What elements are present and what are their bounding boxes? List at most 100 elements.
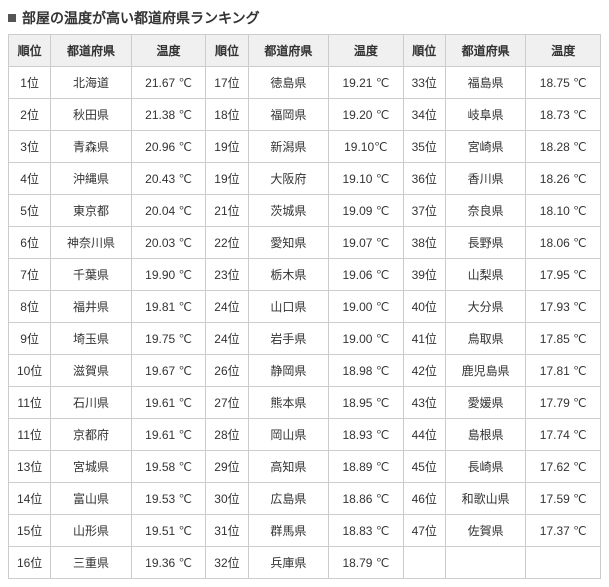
cell-pref: 新潟県	[248, 131, 329, 163]
cell-pref: 愛知県	[248, 227, 329, 259]
col-header-pref: 都道府県	[445, 35, 526, 67]
cell-temp: 19.90 ℃	[131, 259, 206, 291]
cell-rank: 24位	[206, 323, 248, 355]
cell-rank: 46位	[403, 483, 445, 515]
cell-rank: 38位	[403, 227, 445, 259]
cell-pref: 群馬県	[248, 515, 329, 547]
table-row: 3位青森県20.96 ℃19位新潟県19.10℃35位宮崎県18.28 ℃	[9, 131, 601, 163]
cell-temp: 19.06 ℃	[329, 259, 404, 291]
cell-pref: 熊本県	[248, 387, 329, 419]
table-row: 4位沖縄県20.43 ℃19位大阪府19.10 ℃36位香川県18.26 ℃	[9, 163, 601, 195]
cell-rank: 40位	[403, 291, 445, 323]
cell-pref: 北海道	[51, 67, 132, 99]
col-header-rank: 順位	[9, 35, 51, 67]
cell-pref: 山口県	[248, 291, 329, 323]
cell-rank: 33位	[403, 67, 445, 99]
cell-pref: 鳥取県	[445, 323, 526, 355]
cell-rank: 19位	[206, 163, 248, 195]
cell-rank	[403, 547, 445, 579]
table-body: 1位北海道21.67 ℃17位徳島県19.21 ℃33位福島県18.75 ℃2位…	[9, 67, 601, 579]
cell-temp: 18.89 ℃	[329, 451, 404, 483]
cell-pref: 岡山県	[248, 419, 329, 451]
cell-rank: 29位	[206, 451, 248, 483]
cell-rank: 18位	[206, 99, 248, 131]
cell-rank: 7位	[9, 259, 51, 291]
cell-rank: 16位	[9, 547, 51, 579]
cell-rank: 42位	[403, 355, 445, 387]
cell-temp: 18.83 ℃	[329, 515, 404, 547]
cell-temp: 18.79 ℃	[329, 547, 404, 579]
cell-temp: 19.75 ℃	[131, 323, 206, 355]
cell-temp: 19.20 ℃	[329, 99, 404, 131]
cell-rank: 35位	[403, 131, 445, 163]
cell-pref: 宮城県	[51, 451, 132, 483]
cell-pref: 奈良県	[445, 195, 526, 227]
cell-rank: 36位	[403, 163, 445, 195]
table-row: 10位滋賀県19.67 ℃26位静岡県18.98 ℃42位鹿児島県17.81 ℃	[9, 355, 601, 387]
cell-rank: 43位	[403, 387, 445, 419]
table-row: 11位石川県19.61 ℃27位熊本県18.95 ℃43位愛媛県17.79 ℃	[9, 387, 601, 419]
cell-temp: 19.36 ℃	[131, 547, 206, 579]
cell-pref: 福井県	[51, 291, 132, 323]
cell-rank: 9位	[9, 323, 51, 355]
cell-temp: 18.93 ℃	[329, 419, 404, 451]
cell-temp	[526, 547, 601, 579]
cell-temp: 17.85 ℃	[526, 323, 601, 355]
cell-rank: 39位	[403, 259, 445, 291]
cell-temp: 21.38 ℃	[131, 99, 206, 131]
cell-pref: 千葉県	[51, 259, 132, 291]
table-header: 順位 都道府県 温度 順位 都道府県 温度 順位 都道府県 温度	[9, 35, 601, 67]
cell-pref: 島根県	[445, 419, 526, 451]
cell-rank: 47位	[403, 515, 445, 547]
cell-temp: 19.53 ℃	[131, 483, 206, 515]
cell-temp: 18.75 ℃	[526, 67, 601, 99]
cell-pref: 宮崎県	[445, 131, 526, 163]
cell-pref	[445, 547, 526, 579]
cell-pref: 佐賀県	[445, 515, 526, 547]
title-bullet-icon	[8, 14, 16, 22]
cell-pref: 栃木県	[248, 259, 329, 291]
cell-rank: 2位	[9, 99, 51, 131]
cell-temp: 18.06 ℃	[526, 227, 601, 259]
cell-temp: 19.00 ℃	[329, 323, 404, 355]
cell-rank: 1位	[9, 67, 51, 99]
page-title-row: 部屋の温度が高い都道府県ランキング	[8, 8, 601, 28]
cell-temp: 17.74 ℃	[526, 419, 601, 451]
col-header-pref: 都道府県	[51, 35, 132, 67]
cell-rank: 10位	[9, 355, 51, 387]
cell-pref: 愛媛県	[445, 387, 526, 419]
cell-rank: 6位	[9, 227, 51, 259]
cell-pref: 岐阜県	[445, 99, 526, 131]
table-row: 8位福井県19.81 ℃24位山口県19.00 ℃40位大分県17.93 ℃	[9, 291, 601, 323]
cell-temp: 19.81 ℃	[131, 291, 206, 323]
cell-rank: 22位	[206, 227, 248, 259]
cell-rank: 11位	[9, 387, 51, 419]
cell-temp: 20.96 ℃	[131, 131, 206, 163]
col-header-temp: 温度	[329, 35, 404, 67]
cell-rank: 37位	[403, 195, 445, 227]
cell-pref: 石川県	[51, 387, 132, 419]
cell-temp: 19.61 ℃	[131, 419, 206, 451]
cell-pref: 富山県	[51, 483, 132, 515]
page-title: 部屋の温度が高い都道府県ランキング	[22, 8, 260, 28]
cell-temp: 17.81 ℃	[526, 355, 601, 387]
cell-rank: 11位	[9, 419, 51, 451]
cell-pref: 鹿児島県	[445, 355, 526, 387]
cell-pref: 青森県	[51, 131, 132, 163]
cell-temp: 19.21 ℃	[329, 67, 404, 99]
cell-temp: 18.73 ℃	[526, 99, 601, 131]
cell-temp: 18.95 ℃	[329, 387, 404, 419]
cell-rank: 13位	[9, 451, 51, 483]
cell-temp: 19.61 ℃	[131, 387, 206, 419]
cell-pref: 東京都	[51, 195, 132, 227]
cell-pref: 福岡県	[248, 99, 329, 131]
cell-pref: 香川県	[445, 163, 526, 195]
cell-rank: 44位	[403, 419, 445, 451]
cell-rank: 27位	[206, 387, 248, 419]
cell-pref: 長野県	[445, 227, 526, 259]
table-row: 14位富山県19.53 ℃30位広島県18.86 ℃46位和歌山県17.59 ℃	[9, 483, 601, 515]
cell-rank: 45位	[403, 451, 445, 483]
ranking-table: 順位 都道府県 温度 順位 都道府県 温度 順位 都道府県 温度 1位北海道21…	[8, 34, 601, 579]
cell-rank: 34位	[403, 99, 445, 131]
cell-pref: 神奈川県	[51, 227, 132, 259]
